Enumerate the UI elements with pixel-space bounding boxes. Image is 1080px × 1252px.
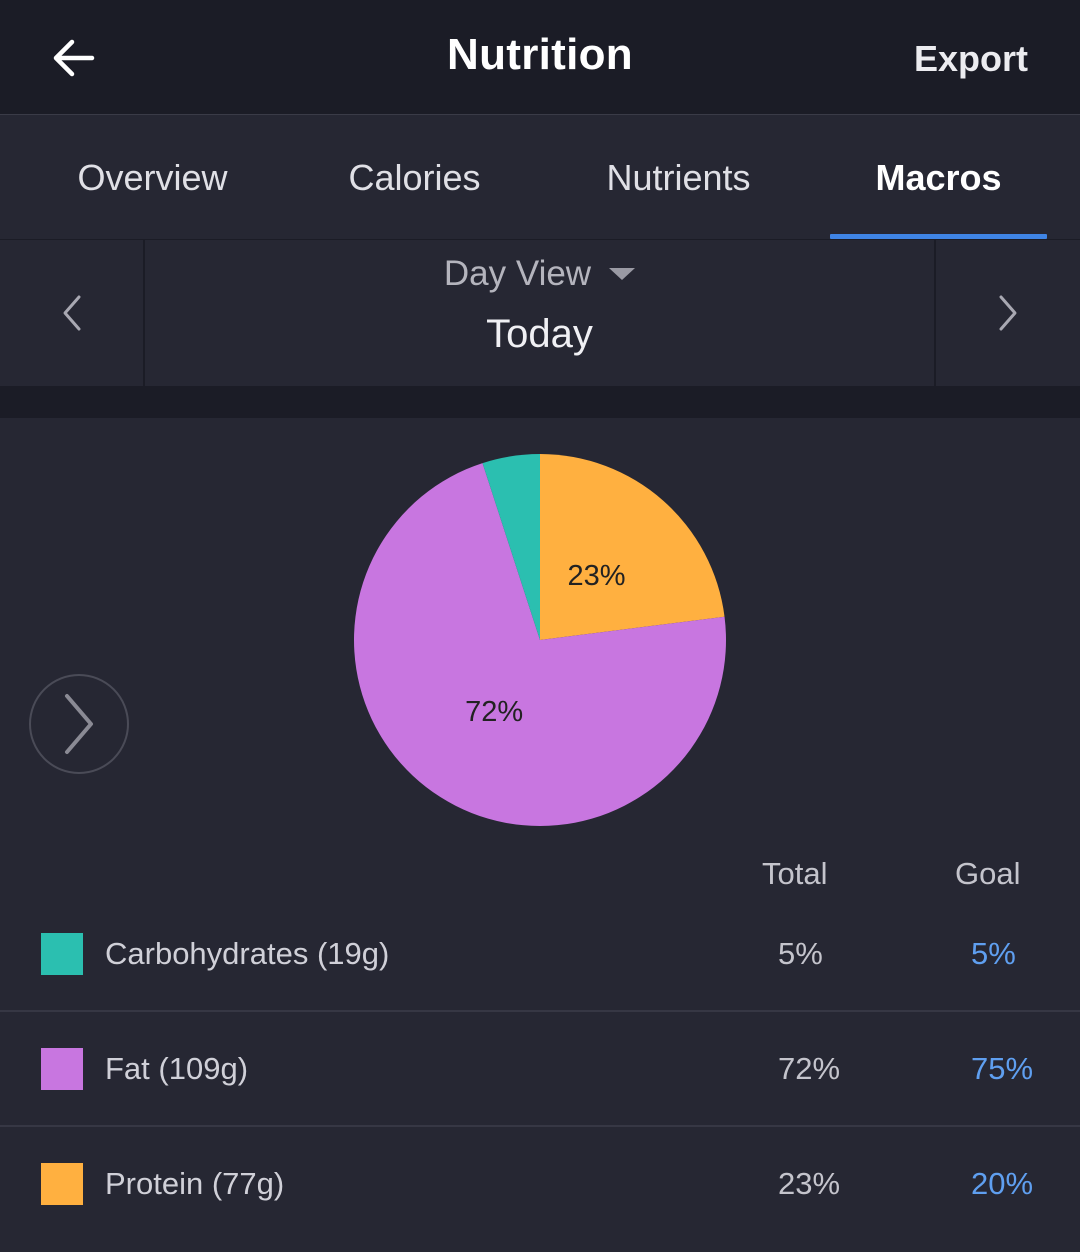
- previous-day-button[interactable]: [0, 240, 145, 386]
- macro-goal: 5%: [971, 936, 1016, 971]
- macro-row-fat: Fat (109g) 72% 75%: [0, 1013, 1080, 1127]
- macro-goal: 20%: [971, 1166, 1034, 1201]
- date-navigator: Day View Today: [0, 240, 1080, 386]
- arrow-left-icon: [53, 39, 95, 77]
- caret-down-icon: [609, 268, 636, 280]
- fat-color-swatch: [41, 1048, 83, 1090]
- view-mode-dropdown[interactable]: Day View: [145, 254, 934, 294]
- pie-slice-carbohydrates: [482, 454, 540, 640]
- view-mode-label: Day View: [443, 254, 592, 293]
- pie-label-protein: 23%: [568, 560, 626, 592]
- section-divider: [0, 386, 1080, 418]
- macro-row-protein: Protein (77g) 23% 20%: [0, 1128, 1080, 1242]
- macro-row-carbohydrates: Carbohydrates (19g) 5% 5%: [0, 898, 1080, 1012]
- pie-slice-fat: [354, 463, 726, 826]
- pie-slice-protein: [540, 454, 725, 640]
- macro-name: Fat (109g): [105, 1051, 249, 1086]
- macros-pie-chart: 23% 72%: [354, 454, 726, 826]
- chevron-right-icon: [65, 694, 93, 754]
- back-button[interactable]: [40, 26, 106, 90]
- next-day-button[interactable]: [934, 240, 1080, 386]
- page-title: Nutrition: [447, 30, 633, 79]
- tab-calories[interactable]: Calories: [348, 157, 481, 198]
- carbohydrates-color-swatch: [41, 933, 83, 975]
- macro-total: 72%: [778, 1051, 841, 1086]
- macro-name: Protein (77g): [105, 1166, 285, 1201]
- macro-goal: 75%: [971, 1051, 1034, 1086]
- macro-name: Carbohydrates (19g): [105, 936, 390, 971]
- active-tab-indicator: [830, 234, 1047, 239]
- expand-panel-button[interactable]: [29, 674, 129, 774]
- export-button[interactable]: Export: [913, 38, 1028, 79]
- tab-overview[interactable]: Overview: [77, 157, 228, 198]
- macro-total: 23%: [778, 1166, 841, 1201]
- app-header: Nutrition Export: [0, 0, 1080, 115]
- tab-macros[interactable]: Macros: [875, 157, 1002, 198]
- pie-label-fat: 72%: [465, 696, 523, 728]
- total-column-header: Total: [762, 856, 828, 891]
- macro-total: 5%: [778, 936, 823, 971]
- protein-color-swatch: [41, 1163, 83, 1205]
- chevron-right-icon: [999, 295, 1017, 331]
- chevron-left-icon: [63, 295, 80, 331]
- tab-nutrients[interactable]: Nutrients: [606, 157, 751, 198]
- tab-bar: Overview Calories Nutrients Macros: [0, 116, 1080, 240]
- current-date-label: Today: [486, 312, 593, 356]
- goal-column-header: Goal: [955, 856, 1021, 891]
